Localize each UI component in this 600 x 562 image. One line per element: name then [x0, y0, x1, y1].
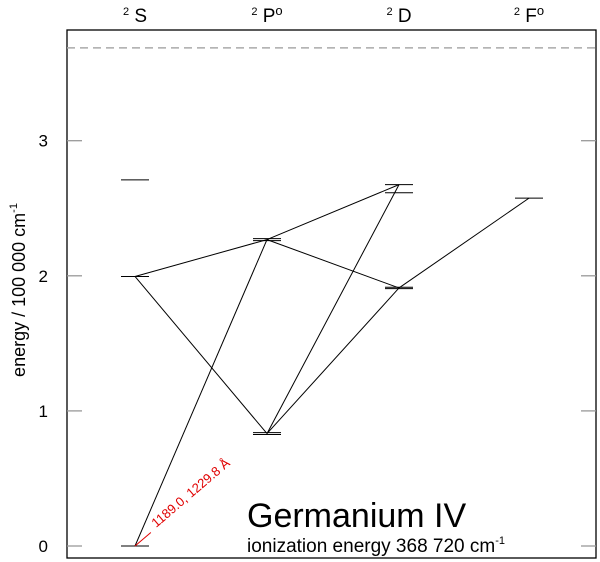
transition-line [134, 239, 268, 547]
ionization-energy-sup: -1 [495, 535, 505, 547]
transition-line [134, 239, 268, 277]
y-axis-label-sup: -1 [8, 203, 20, 213]
transition-line [134, 276, 268, 434]
term-header-S: 2 S [123, 6, 147, 27]
y-tick-label: 2 [39, 267, 48, 286]
highlight-transition-line [134, 532, 152, 547]
term-header-P: 2 Po [251, 3, 282, 27]
term-multiplicity: 2 [386, 6, 392, 18]
term-letter: F [520, 6, 537, 27]
y-axis-label: energy / 100 000 cm-1 [8, 203, 29, 377]
plot-frame [66, 29, 597, 559]
term-letter: P [257, 6, 275, 27]
term-letter: D [393, 6, 412, 27]
y-tick-label: 3 [39, 132, 48, 151]
term-multiplicity: 2 [514, 6, 520, 18]
ionization-energy-main: ionization energy 368 720 cm [247, 536, 495, 557]
term-multiplicity: 2 [251, 6, 257, 18]
term-parity: o [275, 3, 282, 18]
transition-line [266, 239, 400, 289]
y-axis-label-main: energy / 100 000 cm [9, 213, 29, 377]
y-tick-label: 1 [39, 402, 48, 421]
ionization-energy-label: ionization energy 368 720 cm-1 [247, 535, 505, 557]
term-multiplicity: 2 [123, 6, 129, 18]
transition-line [398, 197, 530, 289]
diagram-title: Germanium IV [247, 497, 466, 535]
y-tick-label: 0 [39, 537, 48, 556]
transition-line [266, 184, 400, 241]
term-header-D: 2 D [386, 6, 411, 27]
highlight-wavelength-label: 1189.0, 1229.8 Å [148, 455, 233, 530]
transition-line [266, 287, 400, 434]
term-parity: o [537, 3, 544, 18]
term-letter: S [129, 6, 147, 27]
term-header-F: 2 Fo [514, 3, 544, 27]
transition-line [266, 184, 400, 434]
